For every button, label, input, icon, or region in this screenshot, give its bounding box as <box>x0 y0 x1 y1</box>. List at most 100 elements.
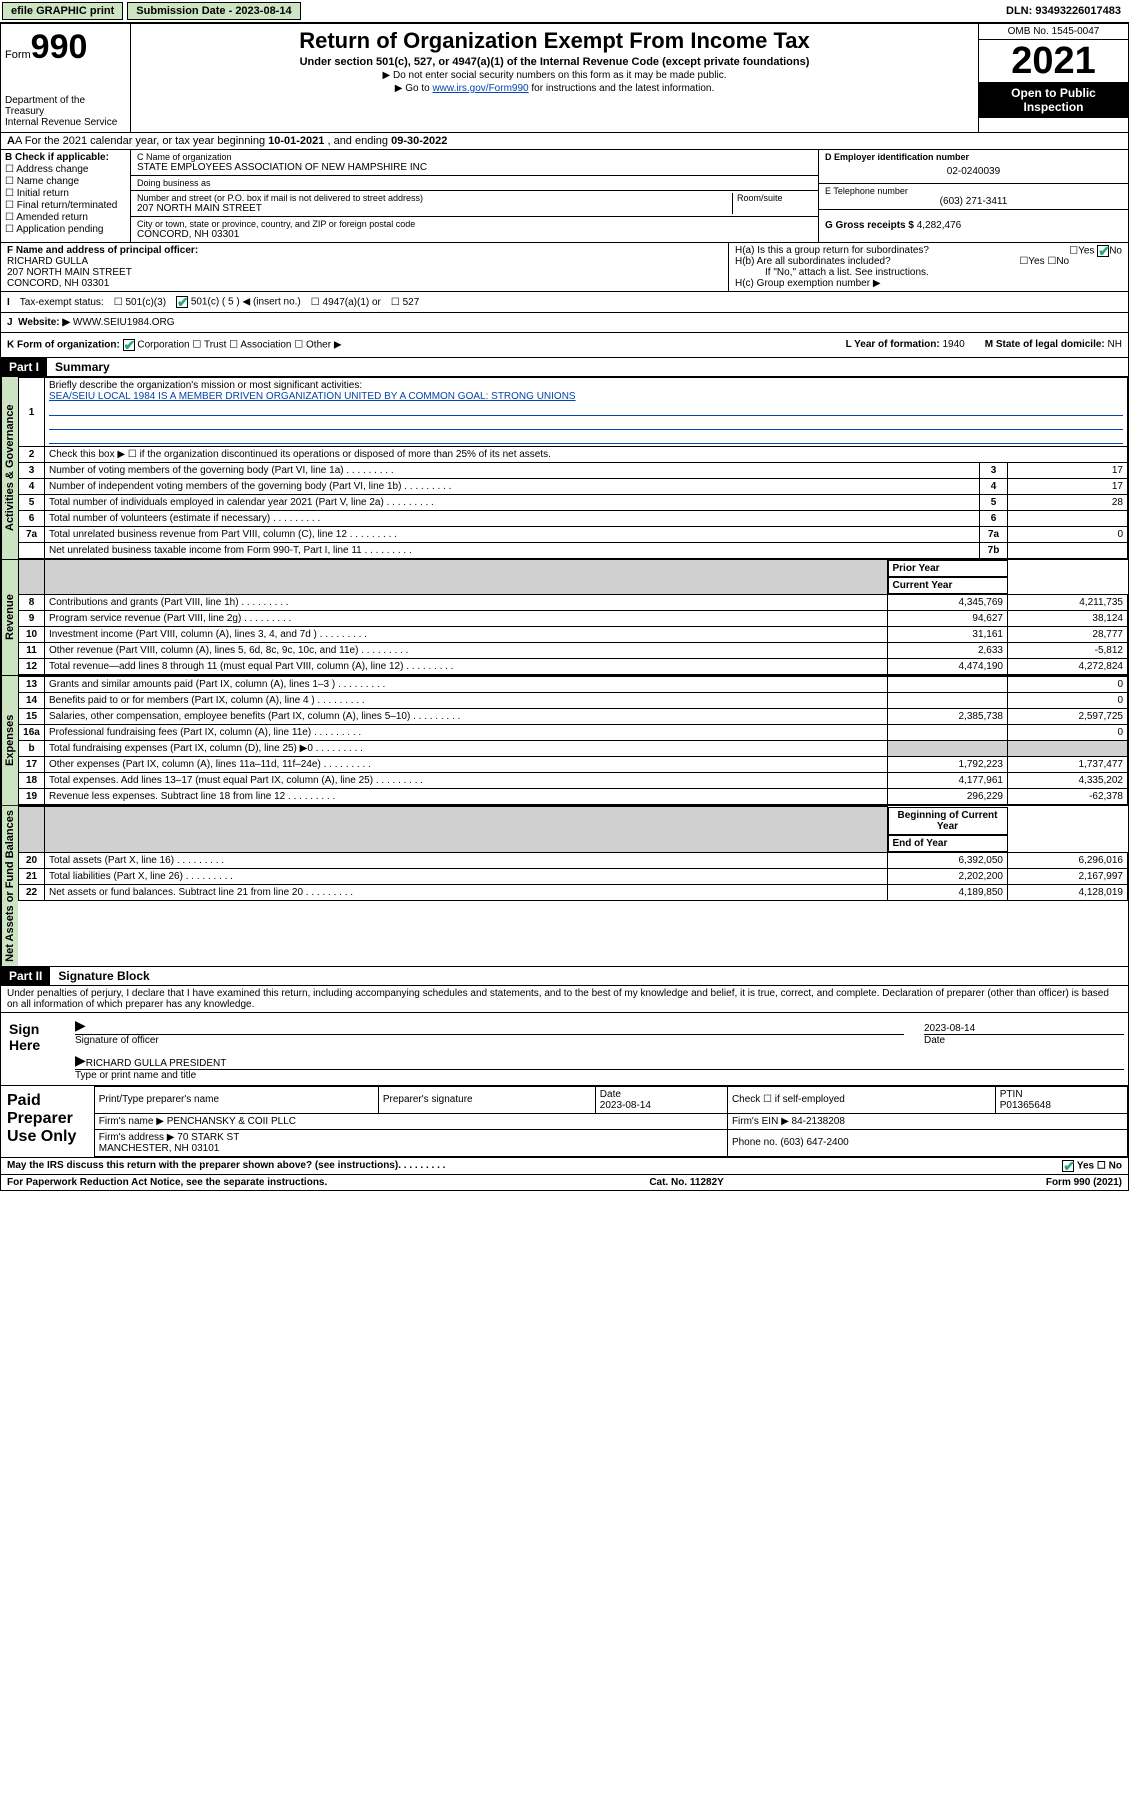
efile-button[interactable]: efile GRAPHIC print <box>2 2 123 20</box>
corp-checkbox[interactable] <box>123 339 135 351</box>
table-row: 19Revenue less expenses. Subtract line 1… <box>19 789 1128 805</box>
table-row: 12Total revenue—add lines 8 through 11 (… <box>19 659 1128 675</box>
col-prior-year: Prior Year <box>888 560 1008 577</box>
mission-label: Briefly describe the organization's miss… <box>49 380 362 391</box>
sign-here-label: Sign Here <box>1 1013 71 1085</box>
ha-no-checkbox[interactable] <box>1097 245 1109 257</box>
table-row: 6Total number of volunteers (estimate if… <box>19 511 1128 527</box>
room-label: Room/suite <box>737 193 812 203</box>
table-row: 14Benefits paid to or for members (Part … <box>19 693 1128 709</box>
officer-addr2: CONCORD, NH 03301 <box>7 278 109 289</box>
ein-value: 02-0240039 <box>825 162 1122 181</box>
table-row: 17Other expenses (Part IX, column (A), l… <box>19 757 1128 773</box>
dln-label: DLN: 93493226017483 <box>1006 5 1127 17</box>
prep-ptin-hdr: PTINP01365648 <box>995 1086 1127 1113</box>
entity-info: B Check if applicable: ☐ Address change … <box>0 150 1129 243</box>
chk-amended[interactable]: ☐ Amended return <box>5 212 126 223</box>
prep-sig-hdr: Preparer's signature <box>378 1086 595 1113</box>
sidetab-governance: Activities & Governance <box>1 377 18 559</box>
table-row: 10Investment income (Part VIII, column (… <box>19 627 1128 643</box>
prep-self-hdr: Check ☐ if self-employed <box>727 1086 995 1113</box>
line2-text: Check this box ▶ ☐ if the organization d… <box>45 447 1128 463</box>
state-domicile: NH <box>1108 339 1122 350</box>
form-note-2: ▶ Go to www.irs.gov/Form990 for instruct… <box>139 83 970 94</box>
chk-name-change[interactable]: ☐ Name change <box>5 176 126 187</box>
table-row: bTotal fundraising expenses (Part IX, co… <box>19 741 1128 757</box>
table-row: 21Total liabilities (Part X, line 26)2,2… <box>19 868 1128 884</box>
col-current-year: Current Year <box>888 577 1008 594</box>
name-title-label: Type or print name and title <box>75 1070 1124 1081</box>
firm-phone: (603) 647-2400 <box>780 1137 848 1148</box>
table-row: Net unrelated business taxable income fr… <box>19 543 1128 559</box>
part1-title: Summary <box>47 358 118 376</box>
hb-note: If "No," attach a list. See instructions… <box>735 267 1122 278</box>
street-label: Number and street (or P.O. box if mail i… <box>137 193 732 203</box>
chk-final-return[interactable]: ☐ Final return/terminated <box>5 200 126 211</box>
city-label: City or town, state or province, country… <box>137 219 812 229</box>
501c5-checkbox[interactable] <box>176 296 188 308</box>
box-b-heading: B Check if applicable: <box>5 152 126 163</box>
form-org-row: K Form of organization: Corporation ☐ Tr… <box>0 333 1129 358</box>
prep-name-hdr: Print/Type preparer's name <box>94 1086 378 1113</box>
discuss-row: May the IRS discuss this return with the… <box>0 1158 1129 1175</box>
org-name: STATE EMPLOYEES ASSOCIATION OF NEW HAMPS… <box>137 162 812 173</box>
discuss-yes-checkbox[interactable] <box>1062 1160 1074 1172</box>
table-row: 3Number of voting members of the governi… <box>19 463 1128 479</box>
hc-row: H(c) Group exemption number ▶ <box>735 278 1122 289</box>
part1-header: Part I <box>1 358 47 376</box>
sidetab-expenses: Expenses <box>1 676 18 805</box>
dept-label: Department of the Treasury Internal Reve… <box>5 95 126 128</box>
officer-name: RICHARD GULLA <box>7 256 88 267</box>
officer-addr1: 207 NORTH MAIN STREET <box>7 267 132 278</box>
year-formation: 1940 <box>942 339 964 350</box>
sig-date: 2023-08-14 <box>924 1017 1124 1035</box>
chk-address-change[interactable]: ☐ Address change <box>5 164 126 175</box>
part2-title: Signature Block <box>50 967 157 985</box>
chk-initial-return[interactable]: ☐ Initial return <box>5 188 126 199</box>
city-value: CONCORD, NH 03301 <box>137 229 812 240</box>
table-row: 9Program service revenue (Part VIII, lin… <box>19 611 1128 627</box>
form-number: Form990 <box>5 28 126 67</box>
form-note-1: ▶ Do not enter social security numbers o… <box>139 70 970 81</box>
table-row: 22Net assets or fund balances. Subtract … <box>19 884 1128 900</box>
sign-here-block: Sign Here ▶ Signature of officer 2023-08… <box>0 1013 1129 1086</box>
tax-year: 2021 <box>979 40 1128 82</box>
sidetab-net-assets: Net Assets or Fund Balances <box>1 806 18 966</box>
gross-receipts-label: G Gross receipts $ <box>825 220 914 231</box>
paid-preparer-block: Paid Preparer Use Only Print/Type prepar… <box>0 1086 1129 1158</box>
officer-label: F Name and address of principal officer: <box>7 245 198 256</box>
sidetab-revenue: Revenue <box>1 560 18 675</box>
website-row: J Website: ▶ WWW.SEIU1984.ORG <box>0 313 1129 333</box>
org-name-label: C Name of organization <box>137 152 812 162</box>
submission-date: Submission Date - 2023-08-14 <box>127 2 300 20</box>
table-row: 16aProfessional fundraising fees (Part I… <box>19 725 1128 741</box>
dba-label: Doing business as <box>137 178 812 188</box>
chk-app-pending[interactable]: ☐ Application pending <box>5 224 126 235</box>
sig-date-label: Date <box>924 1035 1124 1046</box>
website-value: WWW.SEIU1984.ORG <box>73 317 175 328</box>
declaration-text: Under penalties of perjury, I declare th… <box>0 986 1129 1013</box>
street-value: 207 NORTH MAIN STREET <box>137 203 732 214</box>
open-inspection-badge: Open to Public Inspection <box>979 82 1128 118</box>
firm-ein: 84-2138208 <box>792 1116 845 1127</box>
phone-value: (603) 271-3411 <box>825 196 1122 207</box>
officer-group-row: F Name and address of principal officer:… <box>0 243 1129 292</box>
firm-name: PENCHANSKY & COII PLLC <box>167 1116 296 1127</box>
form-title: Return of Organization Exempt From Incom… <box>139 28 970 54</box>
phone-label: E Telephone number <box>825 186 1122 196</box>
table-row: 7aTotal unrelated business revenue from … <box>19 527 1128 543</box>
form-subtitle: Under section 501(c), 527, or 4947(a)(1)… <box>139 56 970 68</box>
paid-preparer-label: Paid Preparer Use Only <box>1 1086 94 1157</box>
table-row: 15Salaries, other compensation, employee… <box>19 709 1128 725</box>
ha-row: H(a) Is this a group return for subordin… <box>735 245 1122 256</box>
irs-link[interactable]: www.irs.gov/Form990 <box>432 83 528 94</box>
table-row: 18Total expenses. Add lines 13–17 (must … <box>19 773 1128 789</box>
tax-exempt-status-row: I Tax-exempt status: ☐ 501(c)(3) 501(c) … <box>0 292 1129 313</box>
form-footer: Form 990 (2021) <box>1046 1177 1122 1188</box>
table-row: 20Total assets (Part X, line 16)6,392,05… <box>19 852 1128 868</box>
hb-row: H(b) Are all subordinates included? ☐Yes… <box>735 256 1122 267</box>
officer-name-title: RICHARD GULLA PRESIDENT <box>86 1058 227 1069</box>
form-header: Form990 Department of the Treasury Inter… <box>0 23 1129 133</box>
table-row: 11Other revenue (Part VIII, column (A), … <box>19 643 1128 659</box>
table-row: 13Grants and similar amounts paid (Part … <box>19 677 1128 693</box>
